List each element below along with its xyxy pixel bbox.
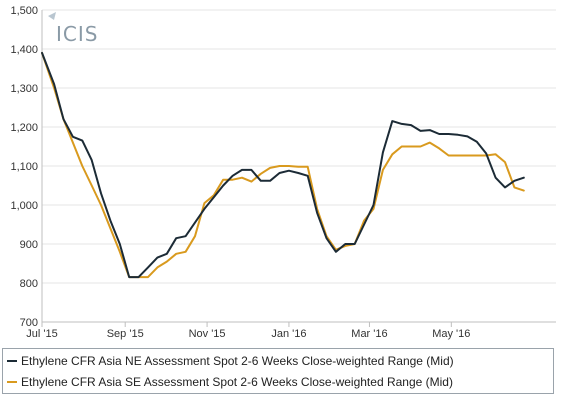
y-tick-label: 1,100 <box>10 161 38 173</box>
axes <box>41 10 556 327</box>
series-se-line <box>41 51 525 279</box>
y-tick-label: 900 <box>20 239 38 251</box>
legend: Ethylene CFR Asia NE Assessment Spot 2-6… <box>2 348 554 394</box>
legend-swatch-ne <box>7 360 17 362</box>
x-tick-label: Sep '15 <box>107 328 144 340</box>
y-tick-label: 1,400 <box>10 44 38 56</box>
icis-logo: ICIS <box>48 12 98 46</box>
legend-item-se[interactable]: Ethylene CFR Asia SE Assessment Spot 2-6… <box>7 372 453 392</box>
legend-label-ne: Ethylene CFR Asia NE Assessment Spot 2-6… <box>21 354 454 368</box>
y-tick-label: 700 <box>20 317 38 329</box>
series-ne-line <box>41 51 525 279</box>
x-tick-labels: Jul '15 Sep '15 Nov '15 Jan '16 Mar '16 May '… <box>26 328 470 340</box>
chart-svg: ICIS Jul '15 Sep '15 Nov '15 Jan '16 Mar '16… <box>10 5 556 340</box>
y-tick-label: 800 <box>20 278 38 290</box>
x-tick-label: Jan '16 <box>271 328 306 340</box>
legend-swatch-se <box>7 381 17 383</box>
y-tick-labels: 700 800 900 1,000 1,100 1,200 1,300 1,400 1,500 <box>10 5 38 329</box>
y-tick-label: 1,300 <box>10 83 38 95</box>
x-tick-label: Mar '16 <box>351 328 387 340</box>
x-tick-label: Nov '15 <box>189 328 226 340</box>
icis-logo-text: ICIS <box>56 22 98 46</box>
legend-label-se: Ethylene CFR Asia SE Assessment Spot 2-6… <box>21 375 453 389</box>
icis-logo-mark <box>48 12 56 20</box>
y-tick-label: 1,500 <box>10 5 38 17</box>
y-tick-label: 1,200 <box>10 122 38 134</box>
x-tick-label: Jul '15 <box>26 328 57 340</box>
series-lines <box>41 51 525 279</box>
legend-item-ne[interactable]: Ethylene CFR Asia NE Assessment Spot 2-6… <box>7 351 454 371</box>
y-tick-label: 1,000 <box>10 200 38 212</box>
x-tick-label: May '16 <box>432 328 470 340</box>
